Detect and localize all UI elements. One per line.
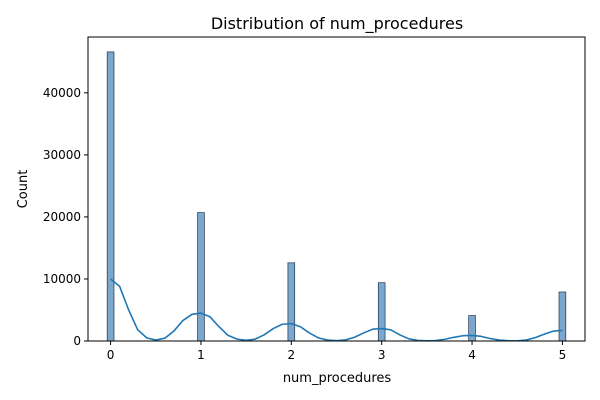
x-tick-label-1: 1 (197, 348, 205, 362)
bar-5 (558, 291, 567, 342)
bar-0 (106, 51, 115, 342)
x-tick-label-2: 2 (287, 348, 295, 362)
bar-4 (468, 315, 476, 342)
axes-frame (87, 36, 586, 342)
x-tick-label-5: 5 (559, 348, 567, 362)
chart-title: Distribution of num_procedures (211, 14, 463, 34)
x-tick-label-3: 3 (378, 348, 386, 362)
y-tick-label-30000: 30000 (43, 148, 81, 162)
y-tick-label-20000: 20000 (43, 210, 81, 224)
kde-line (110, 278, 563, 342)
bar-3 (377, 282, 386, 342)
bar-1 (197, 212, 205, 342)
plot-area: 0 1 2 3 4 5 0 10000 20000 30000 40000 (43, 36, 586, 362)
y-axis-label: Count (16, 170, 31, 209)
y-tick-label-40000: 40000 (43, 86, 81, 100)
y-tick-label-10000: 10000 (43, 272, 81, 286)
y-tick-label-0: 0 (73, 334, 81, 348)
x-axis-label: num_procedures (283, 371, 392, 386)
x-tick-label-4: 4 (468, 348, 476, 362)
x-tick-label-0: 0 (107, 348, 115, 362)
bar-2 (287, 262, 296, 342)
